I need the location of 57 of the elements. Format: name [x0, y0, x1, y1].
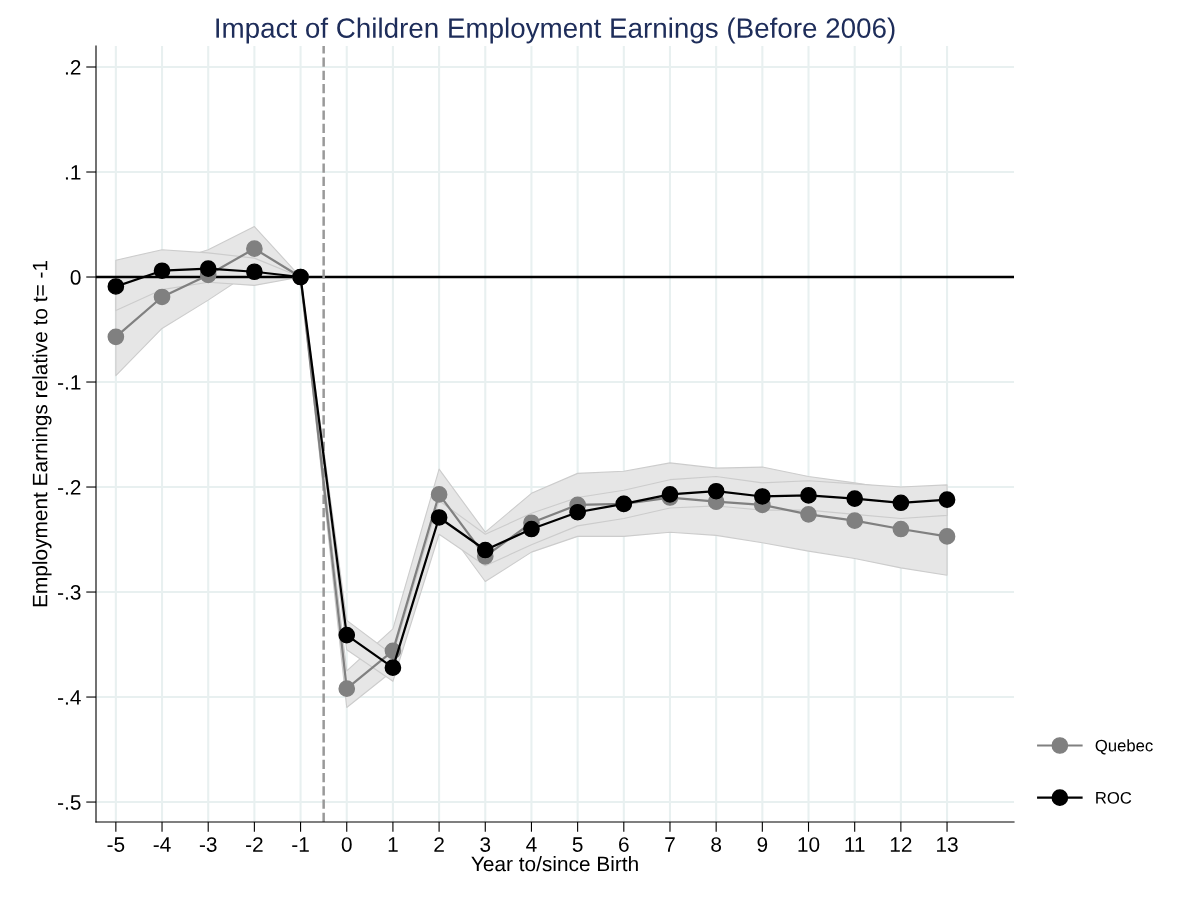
- point: [800, 505, 817, 523]
- point: [569, 503, 586, 521]
- point: [754, 488, 771, 505]
- point: [430, 509, 448, 526]
- legend-label: ROC: [1096, 791, 1132, 804]
- y-tick-label: -.5: [58, 795, 81, 810]
- point: [892, 494, 910, 512]
- x-tick-label: -4: [153, 837, 171, 852]
- y-tick-label: 0: [70, 270, 81, 285]
- y-tick-label: -.4: [58, 690, 81, 705]
- y-tick-label: -.2: [58, 480, 81, 495]
- x-tick-label: -1: [292, 837, 309, 852]
- point: [338, 680, 356, 697]
- point: [938, 528, 956, 545]
- point: [246, 263, 263, 281]
- x-tick-label: 9: [757, 837, 768, 852]
- x-tick-label: 1: [388, 837, 398, 852]
- x-tick-label: 7: [665, 837, 675, 852]
- point: [199, 260, 217, 277]
- y-tick-label: -.1: [58, 375, 81, 390]
- point: [892, 520, 910, 538]
- point: [707, 482, 725, 500]
- point: [846, 490, 864, 507]
- x-tick-label: 3: [480, 837, 491, 852]
- point: [153, 262, 171, 280]
- x-tick-label: 8: [711, 837, 722, 852]
- point: [938, 491, 956, 508]
- x-tick-label: -5: [107, 837, 125, 852]
- legend-label: Quebec: [1095, 739, 1153, 755]
- point: [800, 487, 817, 504]
- point: [153, 288, 171, 306]
- x-tick-label: 5: [572, 837, 583, 852]
- y-tick-label: -.3: [58, 585, 81, 600]
- x-tick-label: -2: [246, 837, 263, 852]
- x-tick-label: 2: [434, 837, 444, 852]
- x-tick-label: 13: [937, 837, 958, 852]
- x-tick-label: 6: [619, 837, 629, 852]
- point: [246, 240, 263, 257]
- x-tick-label: 11: [845, 837, 865, 852]
- y-tick-label: .1: [65, 165, 81, 180]
- x-tick-label: 0: [341, 837, 352, 852]
- point: [107, 278, 125, 295]
- point: [338, 626, 356, 644]
- x-tick-label: 4: [526, 837, 537, 852]
- point: [523, 520, 540, 538]
- x-tick-label: -3: [199, 837, 217, 852]
- y-axis-title: Employment Earnings relative to t= -1: [32, 261, 52, 607]
- point: [384, 659, 402, 676]
- point: [107, 328, 125, 346]
- x-tick-label: 10: [798, 837, 820, 852]
- y-tick-label: .2: [65, 60, 81, 75]
- chart-title: Impact of Children Employment Earnings (Before 2006): [216, 17, 895, 44]
- point: [476, 541, 494, 559]
- point: [430, 486, 448, 503]
- x-tick-label: 12: [890, 837, 912, 852]
- point: [846, 512, 864, 529]
- x-axis-title: Year to/since Birth: [471, 856, 638, 872]
